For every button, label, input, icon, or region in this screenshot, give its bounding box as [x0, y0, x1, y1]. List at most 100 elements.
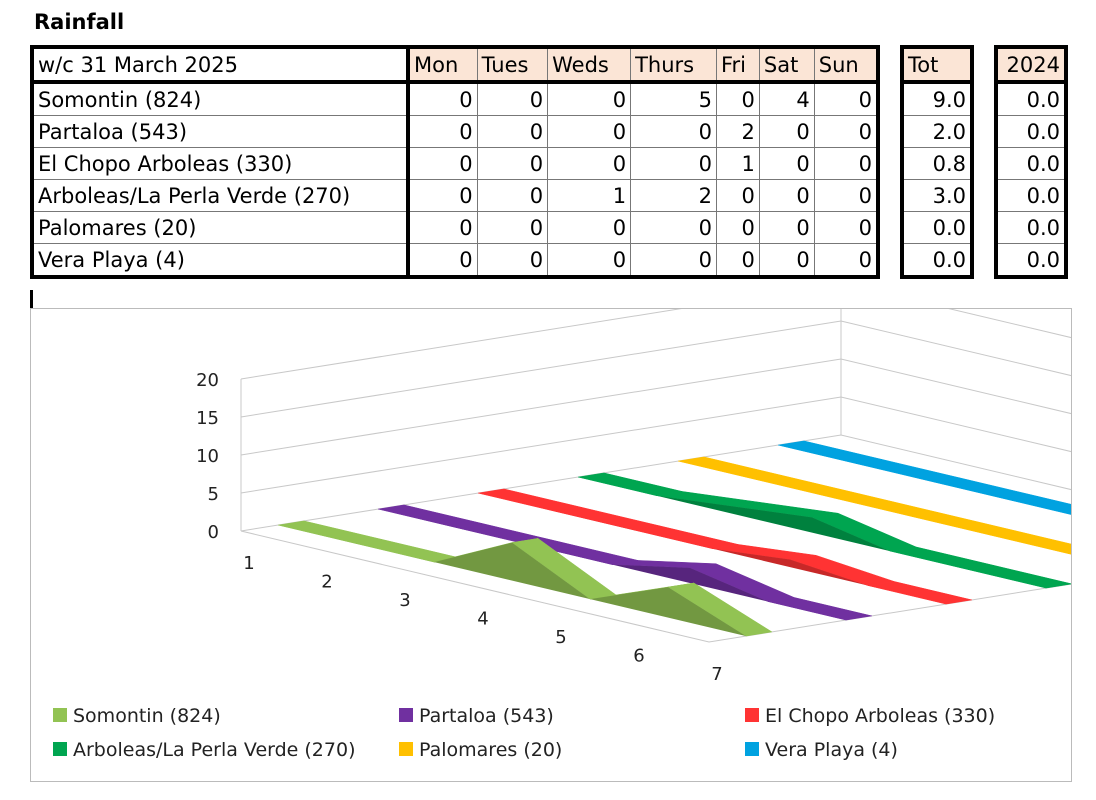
- legend-item: El Chopo Arboleas (330): [745, 705, 995, 727]
- tot-value: 2.0: [901, 115, 973, 148]
- week-label: w/c 31 March 2025: [31, 46, 410, 84]
- series-ribbon-segment: [677, 456, 783, 480]
- rain-value: 0: [407, 211, 478, 244]
- tot-header-row: Tot: [901, 46, 973, 84]
- x-tick-label: 3: [399, 590, 410, 611]
- y-tick-label: 5: [208, 484, 219, 505]
- site-name: Partaloa (543): [31, 115, 410, 148]
- legend-label: El Chopo Arboleas (330): [765, 705, 995, 727]
- site-name: Vera Playa (4): [31, 243, 410, 278]
- series-ribbon-segment: [755, 475, 861, 499]
- rain-value: 0: [630, 243, 717, 278]
- legend-label: Somontin (824): [73, 705, 221, 727]
- x-tick-label: 2: [321, 572, 332, 593]
- series-ribbon-segment: [889, 546, 995, 570]
- year-row: 0.0: [995, 115, 1067, 148]
- year-row: 0.0: [995, 147, 1067, 180]
- gridline: [240, 320, 1096, 418]
- year-row: 0.0: [995, 211, 1067, 244]
- x-tick-label: 1: [243, 553, 254, 574]
- rain-value: 0: [547, 115, 632, 148]
- series-ribbon-segment: [355, 539, 461, 563]
- legend-label: Palomares (20): [419, 739, 562, 761]
- tot-value: 0.0: [901, 211, 973, 244]
- rain-value: 0: [547, 147, 632, 180]
- rain-value: 0: [630, 115, 717, 148]
- site-name: Palomares (20): [31, 211, 410, 244]
- series-ribbon-segment: [855, 459, 961, 483]
- rain-value: 2: [630, 179, 717, 212]
- y-tick-label: 0: [208, 522, 219, 543]
- series-ribbon-segment: [1011, 496, 1096, 520]
- series-ribbon-segment: [911, 512, 1017, 536]
- table-row: Palomares (20) 0 0 0 0 0 0 0: [31, 211, 879, 244]
- series-ribbon-segment: [967, 565, 1073, 589]
- rain-value: 2: [715, 115, 760, 148]
- year-row: 0.0: [995, 81, 1067, 116]
- site-name: Somontin (824): [31, 81, 410, 116]
- rain-value: 5: [630, 81, 717, 116]
- page-title: Rainfall: [34, 10, 125, 34]
- series-ribbon-segment: [377, 504, 483, 528]
- rain-value: 0: [630, 211, 717, 244]
- legend-item: Somontin (824): [53, 705, 221, 727]
- series-ribbon-segment: [667, 582, 773, 637]
- site-name: Arboleas/La Perla Verde (270): [31, 179, 410, 212]
- total-table: Tot 9.0 2.0 0.8 3.0 0.0 0.0: [900, 45, 974, 279]
- day-header: Weds: [547, 46, 632, 84]
- series-ribbon-segment: [477, 488, 583, 512]
- series-group: [577, 472, 1073, 589]
- rain-value: 0: [476, 147, 549, 180]
- chart-frame: 0 5 10 15 20 1 2 3 4 5 6 7 Somontin (824) Partaloa (…: [30, 282, 1096, 782]
- series-ribbon-segment: [277, 520, 383, 544]
- series-group: [277, 520, 773, 637]
- rain-value: 0: [715, 179, 760, 212]
- rain-value: 0: [630, 147, 717, 180]
- legend-item: Palomares (20): [399, 739, 562, 761]
- rain-value: 0: [813, 81, 879, 116]
- table-row: Vera Playa (4) 0 0 0 0 0 0 0: [31, 243, 879, 278]
- rain-value: 0: [476, 211, 549, 244]
- y-tick-label: 20: [196, 370, 219, 391]
- table-header-row: w/c 31 March 2025 Mon Tues Weds Thurs Fri Sat S…: [31, 46, 879, 84]
- tot-row: 3.0: [901, 179, 973, 212]
- year-header-row: 2024: [995, 46, 1067, 84]
- series-ribbon-segment: [867, 581, 973, 605]
- rain-value: 0: [407, 115, 478, 148]
- gridline: [240, 282, 1096, 380]
- x-tick-label: 6: [633, 646, 644, 667]
- rain-value: 0: [758, 211, 815, 244]
- year-row: 0.0: [995, 243, 1067, 278]
- rain-value: 0: [407, 179, 478, 212]
- y-tick-label: 10: [196, 446, 219, 467]
- tot-row: 9.0: [901, 81, 973, 116]
- series-ribbon-segment: [577, 472, 683, 496]
- x-tick-label: 4: [477, 609, 488, 630]
- legend-label: Partaloa (543): [419, 705, 554, 727]
- tot-value: 0.8: [901, 147, 973, 180]
- gridline: [240, 358, 1096, 456]
- tot-row: 0.0: [901, 243, 973, 278]
- rain-value: 1: [715, 147, 760, 180]
- year-value: 0.0: [995, 179, 1067, 212]
- tot-header: Tot: [901, 46, 973, 84]
- y-tick-label: 15: [196, 408, 219, 429]
- rain-value: 0: [758, 147, 815, 180]
- rain-value: 0: [476, 179, 549, 212]
- day-header: Tues: [476, 46, 549, 84]
- series-ribbon-segment: [767, 597, 873, 621]
- legend-label: Vera Playa (4): [765, 739, 898, 761]
- rain-value: 0: [813, 147, 879, 180]
- rain-value: 0: [813, 115, 879, 148]
- rain-value: 4: [758, 81, 815, 116]
- series-ribbon-segment: [633, 525, 739, 549]
- series-group: [377, 504, 873, 621]
- rainfall-table: w/c 31 March 2025 Mon Tues Weds Thurs Fri Sat S…: [30, 45, 880, 279]
- year-value: 0.0: [995, 243, 1067, 278]
- legend-item: Vera Playa (4): [745, 739, 898, 761]
- series-area-face: [578, 477, 1046, 589]
- rain-value: 0: [407, 81, 478, 116]
- series-ribbon-segment: [833, 493, 939, 517]
- legend-swatch: [399, 742, 413, 756]
- rain-value: 0: [547, 81, 632, 116]
